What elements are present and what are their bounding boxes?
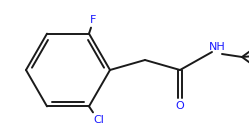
Text: Cl: Cl: [94, 115, 104, 125]
Text: F: F: [90, 15, 96, 25]
Text: O: O: [176, 101, 184, 111]
Text: NH: NH: [209, 42, 225, 52]
